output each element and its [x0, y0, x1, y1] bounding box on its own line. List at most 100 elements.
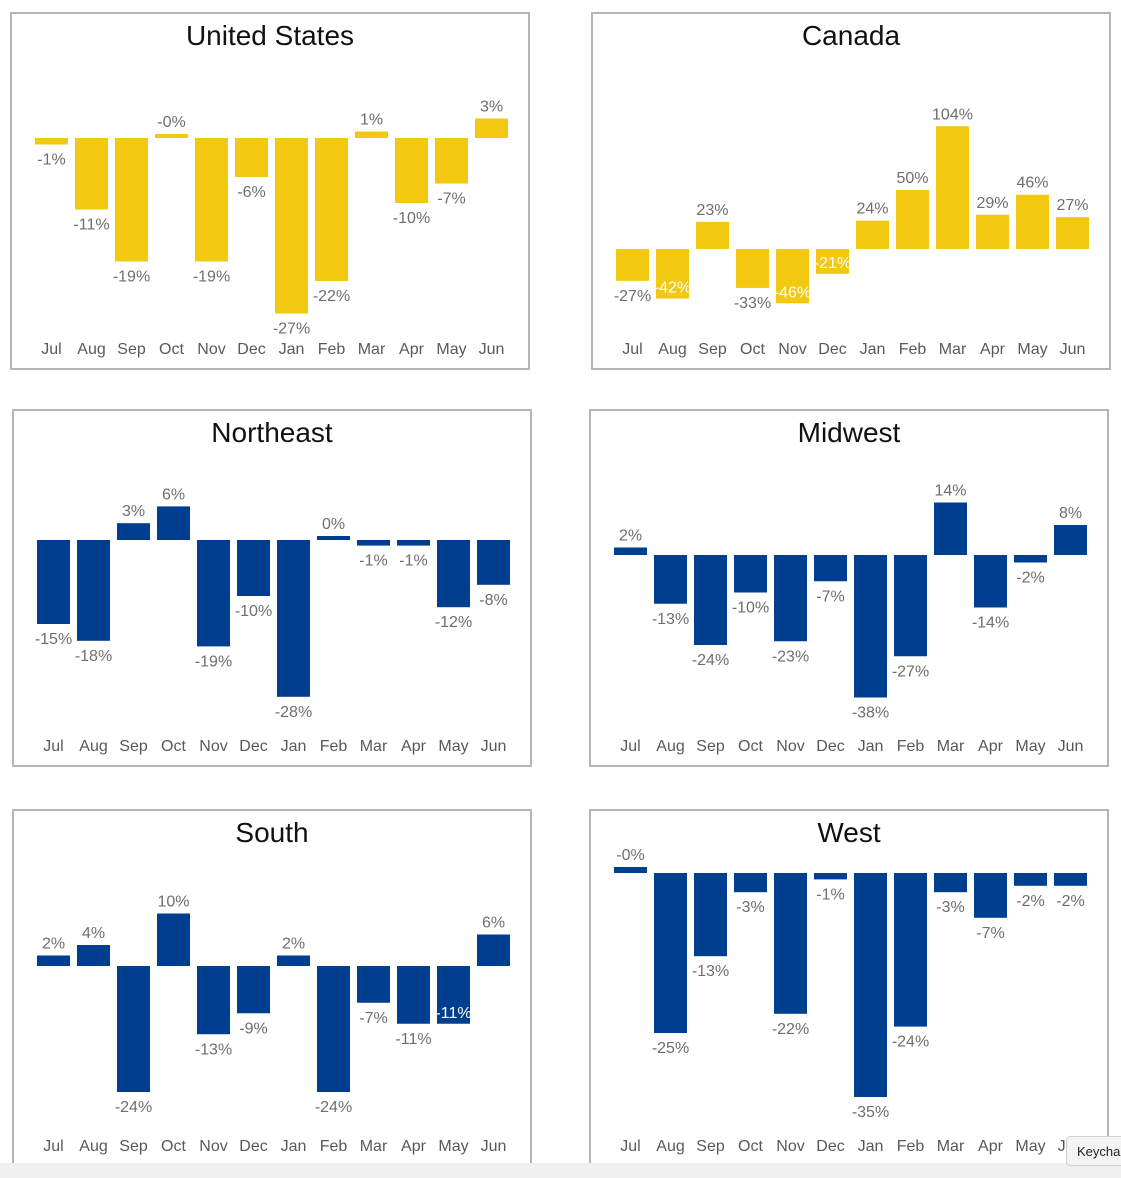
- data-label: -27%: [892, 663, 929, 680]
- x-tick-label: Oct: [161, 1138, 186, 1155]
- x-tick-label: Mar: [937, 1138, 965, 1155]
- chart-panel-canada: Canada -27% Jul -42% Aug 23% Sep -33% Oct -46% Nov…: [591, 12, 1111, 370]
- data-label: -28%: [275, 704, 312, 721]
- x-tick-label: Mar: [360, 738, 388, 755]
- data-label: 24%: [856, 201, 888, 218]
- x-tick-label: Jun: [1060, 341, 1086, 358]
- data-label: 6%: [482, 915, 505, 932]
- data-label: -10%: [393, 210, 430, 227]
- x-tick-label: Apr: [401, 738, 427, 755]
- bar-sep: [696, 221, 729, 249]
- x-tick-label: Oct: [159, 341, 184, 358]
- data-label: -19%: [193, 269, 230, 286]
- bar-nov: [776, 249, 809, 304]
- x-tick-label: Feb: [318, 341, 346, 358]
- x-tick-label: Aug: [656, 1138, 684, 1155]
- x-tick-label: Feb: [320, 738, 348, 755]
- data-label: -1%: [37, 152, 65, 169]
- x-tick-label: Sep: [696, 738, 725, 755]
- data-label: -13%: [692, 963, 729, 980]
- x-tick-label: Jul: [43, 1138, 63, 1155]
- x-tick-label: Oct: [161, 738, 186, 755]
- data-label: 2%: [282, 936, 305, 953]
- chart-title: United States: [185, 20, 355, 51]
- x-tick-label: Apr: [978, 738, 1004, 755]
- x-tick-label: Dec: [818, 341, 846, 358]
- bar-feb: [315, 138, 348, 281]
- bar-oct: [155, 134, 188, 138]
- x-tick-label: Jun: [1058, 738, 1084, 755]
- x-tick-label: Jan: [281, 1138, 307, 1155]
- bar-nov: [195, 138, 228, 262]
- data-label: 104%: [932, 106, 973, 123]
- chart-title: Northeast: [211, 417, 333, 448]
- bar-sep: [694, 555, 727, 645]
- bar-may: [435, 138, 468, 184]
- bar-chart: -1%Jul-11%Aug-19%Sep-0%Oct-19%Nov-6%Dec-…: [35, 99, 508, 358]
- bar-aug: [77, 945, 110, 966]
- data-label: 3%: [122, 503, 145, 520]
- bar-feb: [317, 536, 350, 540]
- bar-apr: [397, 540, 430, 546]
- bar-may: [437, 540, 470, 608]
- data-label: 50%: [896, 170, 928, 187]
- x-tick-label: Jul: [43, 738, 63, 755]
- bar-apr: [976, 214, 1009, 249]
- data-label: 2%: [42, 936, 65, 953]
- bar-jan: [275, 138, 308, 314]
- x-tick-label: Sep: [119, 1138, 148, 1155]
- data-label: -13%: [652, 611, 689, 628]
- bar-aug: [656, 249, 689, 299]
- x-tick-label: Aug: [77, 341, 105, 358]
- data-label: 27%: [1056, 197, 1088, 214]
- x-tick-label: Oct: [738, 738, 763, 755]
- data-label: -21%: [814, 255, 851, 272]
- x-tick-label: Oct: [740, 341, 765, 358]
- bar-mar: [936, 126, 969, 249]
- data-label: -11%: [73, 217, 109, 234]
- bar-apr: [397, 966, 430, 1024]
- data-label: -7%: [976, 925, 1004, 942]
- chart-panel-west: West -0% Jul -25% Aug -13% Sep -3% Oct -22% Nov -1%…: [589, 809, 1109, 1167]
- bar-jun: [1056, 217, 1089, 249]
- data-label: -9%: [239, 1020, 267, 1037]
- bar-nov: [197, 540, 230, 647]
- x-tick-label: Feb: [899, 341, 927, 358]
- chart-panel-midwest: Midwest 2% Jul -13% Aug -24% Sep -10% Oct -23% Nov…: [589, 409, 1109, 767]
- data-label: -27%: [273, 321, 310, 338]
- bar-aug: [75, 138, 108, 210]
- bar-jun: [475, 118, 508, 138]
- x-tick-label: Oct: [738, 1138, 763, 1155]
- x-tick-label: May: [438, 1138, 468, 1155]
- data-label: -2%: [1056, 893, 1084, 910]
- x-tick-label: Nov: [776, 1138, 804, 1155]
- bar-dec: [814, 873, 847, 880]
- bar-sep: [117, 966, 150, 1092]
- bottom-strip: [0, 1163, 1121, 1178]
- data-label: -3%: [736, 899, 764, 916]
- data-label: -23%: [772, 648, 809, 665]
- x-tick-label: Jul: [620, 738, 640, 755]
- bar-jan: [277, 955, 310, 966]
- chart-title: West: [817, 817, 881, 848]
- data-label: 14%: [934, 483, 966, 500]
- x-tick-label: Mar: [360, 1138, 388, 1155]
- bar-dec: [237, 966, 270, 1014]
- bar-nov: [774, 555, 807, 642]
- bar-mar: [357, 540, 390, 546]
- data-label: -19%: [113, 269, 150, 286]
- keychain-button[interactable]: Keycha: [1066, 1136, 1121, 1166]
- bar-aug: [77, 540, 110, 641]
- x-tick-label: May: [438, 738, 468, 755]
- x-tick-label: Feb: [320, 1138, 348, 1155]
- bar-feb: [894, 555, 927, 657]
- bar-jan: [854, 555, 887, 698]
- bar-jul: [37, 540, 70, 624]
- x-tick-label: Jan: [281, 738, 307, 755]
- bar-may: [437, 966, 470, 1024]
- data-label: -18%: [75, 648, 112, 665]
- x-tick-label: May: [436, 341, 466, 358]
- bar-apr: [974, 555, 1007, 608]
- x-tick-label: Nov: [197, 341, 225, 358]
- bar-jun: [1054, 873, 1087, 886]
